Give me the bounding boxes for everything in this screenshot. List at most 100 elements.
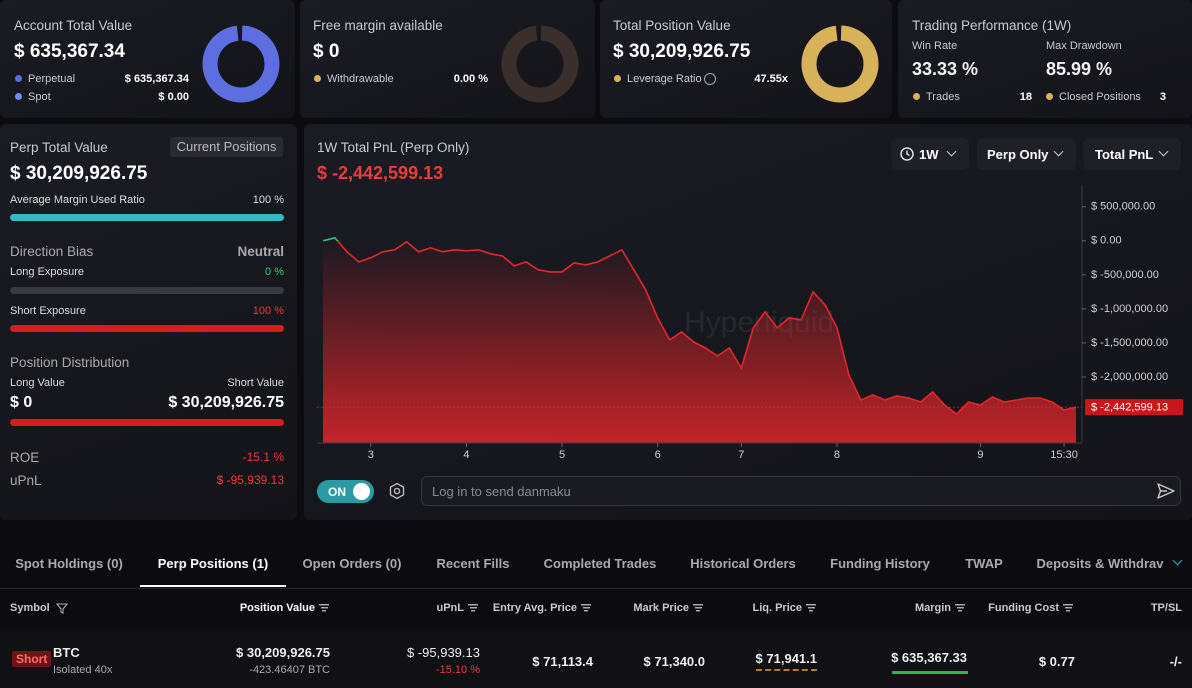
column-header[interactable]: Symbol [10,602,68,614]
funding-cost: $ 0.77 [1038,654,1075,669]
info-icon[interactable] [704,73,716,85]
danmaku-input[interactable]: Log in to send danmaku [421,476,1181,506]
legend-dot [614,75,621,82]
stat-label: Short Exposure [10,305,86,317]
legend-label: Spot [28,91,51,103]
margin: $ 635,367.33 [891,650,967,665]
stat-label: Trades [926,91,960,103]
header-label: Funding Cost [988,602,1059,614]
x-tick-label: 6 [655,449,661,461]
dropdown-label: 1W [919,147,939,162]
stat-label: Direction Bias [10,244,94,259]
stat-label: Win Rate [912,40,958,52]
y-tick-label: $ -1,000,000.00 [1091,303,1168,315]
tab[interactable]: Completed Trades [543,556,657,571]
tab[interactable]: Historical Orders [690,556,796,571]
metric-dropdown[interactable]: Total PnL [1083,138,1181,170]
column-header[interactable]: Mark Price [633,602,703,614]
toggle-label: ON [328,485,346,499]
stat-label: Long Exposure [10,266,84,278]
legend-dot [314,75,321,82]
y-tick-label: $ 500,000.00 [1091,201,1155,213]
legend-value: 47.55x [754,73,788,85]
tab[interactable]: Perp Positions (1) [157,556,269,571]
column-header[interactable]: uPnL [437,602,478,614]
legend-dot [15,93,22,100]
x-tick-label: 5 [559,449,565,461]
donut [801,25,879,103]
stat-value: $ 0 [10,394,33,411]
send-icon[interactable] [1156,482,1176,500]
card-title: Trading Performance (1W) [912,18,1072,33]
entry-price: $ 71,113.4 [532,654,593,669]
range-dropdown[interactable]: 1W [891,138,969,170]
header-label: Margin [914,602,951,614]
tab[interactable]: Open Orders (0) [302,556,402,571]
header-label: Entry Avg. Price [492,602,577,614]
scope-dropdown[interactable]: Perp Only [977,138,1076,170]
sort-icon [693,604,703,613]
y-tick-label: $ 0.00 [1091,235,1122,247]
tab[interactable]: Deposits & Withdrav [1036,556,1164,571]
sort-icon [319,604,329,613]
card-value: $ 0 [313,41,340,62]
sort-icon [806,604,816,613]
current-badge [1085,399,1183,416]
column-header[interactable]: Entry Avg. Price [493,602,591,614]
stat-value: 100 % [252,194,284,206]
x-tick-label: 15:30 [1050,449,1078,461]
stat-value: 33.33 % [912,59,979,79]
panel-value: $ 30,209,926.75 [10,163,148,184]
card-title: Total Position Value [613,18,731,33]
x-tick-label: 8 [834,449,840,461]
stat-label: Average Margin Used Ratio [10,194,145,206]
table-row[interactable] [0,630,1192,688]
card-value: $ 30,209,926.75 [613,41,751,62]
tab[interactable]: Recent Fills [436,556,510,571]
legend-value: 0.00 % [453,73,488,85]
sort-icon [1063,604,1073,613]
donuts [202,25,879,103]
stat-label: uPnL [10,473,42,488]
column-header[interactable]: Liq. Price [752,602,816,614]
legend-label: Withdrawable [327,73,394,85]
margin-bar [892,671,968,674]
stat-label: Long Value [10,377,65,389]
progress-bar [10,325,284,332]
progress-bar [10,287,284,294]
y-tick-label: $ -500,000.00 [1091,269,1159,281]
positions-button[interactable]: Current Positions [170,137,283,157]
legend-dot [1046,93,1053,100]
column-header[interactable]: Margin [915,602,965,614]
line [322,236,1077,416]
x-tick-label: 4 [463,449,469,461]
tab[interactable]: TWAP [965,556,1003,571]
header-label: Mark Price [633,602,689,614]
column-header[interactable]: Position Value [240,602,329,614]
tab[interactable]: Funding History [830,556,930,571]
tab-underline [140,585,286,587]
settings-icon[interactable] [388,482,406,500]
legend-dot [913,93,920,100]
dropdown-label: Total PnL [1095,147,1154,162]
dropdown-label: Perp Only [987,147,1049,162]
sort-icon [468,604,478,613]
position-value: $ 30,209,926.75 [236,645,330,660]
donut [501,25,579,103]
stat-label: Short Value [227,377,284,389]
stat-value: -15.1 % [242,450,284,464]
position-size: -423.46407 BTC [249,664,330,676]
tab[interactable]: Spot Holdings (0) [15,556,123,571]
stat-label: Closed Positions [1059,91,1141,103]
card-title: Free margin available [313,18,443,33]
stat-label: Max Drawdown [1046,40,1122,52]
legend-label: Perpetual [28,73,76,85]
column-header: TP/SL [1150,602,1182,614]
card-value: $ 635,367.34 [14,41,125,62]
danmaku-toggle[interactable]: ON [317,480,374,503]
column-header[interactable]: Funding Cost [988,602,1073,614]
header-label: Symbol [10,602,50,614]
upnl: $ -95,939.13 [406,645,480,660]
toggle-knob [353,483,370,500]
